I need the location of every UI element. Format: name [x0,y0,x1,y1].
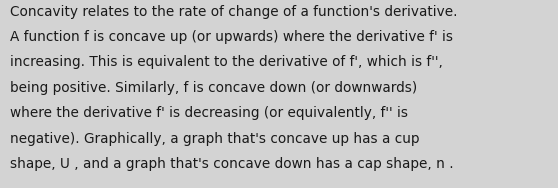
Text: where the derivative f' is decreasing (or equivalently, f'' is: where the derivative f' is decreasing (o… [10,106,408,120]
Text: Concavity relates to the rate of change of a function's derivative.: Concavity relates to the rate of change … [10,5,458,19]
Text: negative). Graphically, a graph that's concave up has a cup: negative). Graphically, a graph that's c… [10,132,420,146]
Text: being positive. Similarly, f is concave down (or downwards): being positive. Similarly, f is concave … [10,81,417,95]
Text: A function f is concave up (or upwards) where the derivative f' is: A function f is concave up (or upwards) … [10,30,453,44]
Text: increasing. This is equivalent to the derivative of f', which is f'',: increasing. This is equivalent to the de… [10,55,443,69]
Text: shape, U , and a graph that's concave down has a cap shape, n .: shape, U , and a graph that's concave do… [10,157,454,171]
